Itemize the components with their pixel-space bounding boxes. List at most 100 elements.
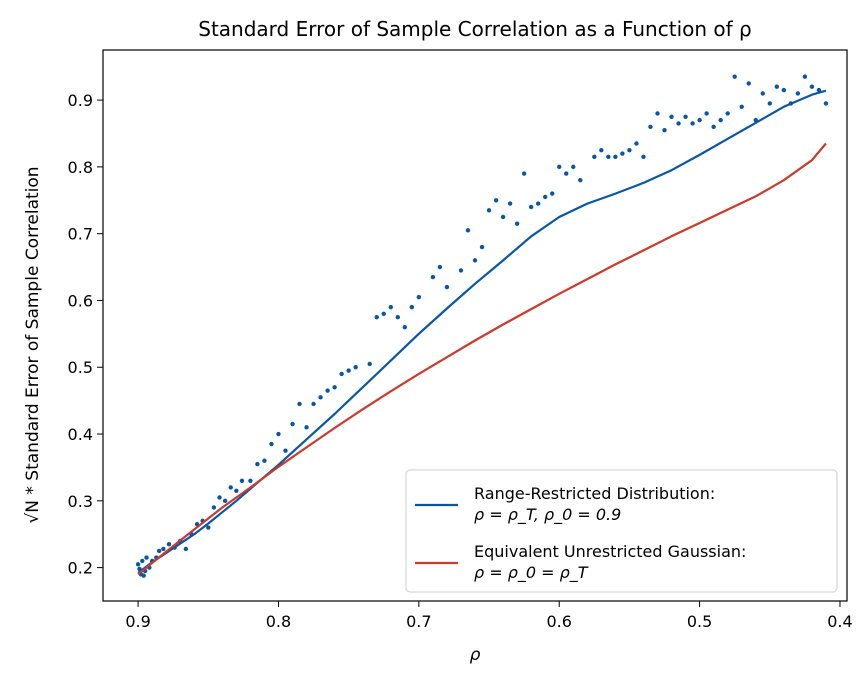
y-tick-label: 0.5 xyxy=(68,358,93,377)
scatter-point xyxy=(318,395,323,400)
x-tick-label: 0.6 xyxy=(546,612,571,631)
y-tick-label: 0.2 xyxy=(68,559,93,578)
scatter-point xyxy=(141,573,146,578)
scatter-point xyxy=(228,485,233,490)
scatter-point xyxy=(311,401,316,407)
scatter-point xyxy=(402,324,408,330)
scatter-point xyxy=(781,87,787,93)
x-axis: 0.9 0.8 0.7 0.6 0.5 0.4 xyxy=(125,601,853,631)
scatter-point xyxy=(718,117,723,123)
scatter-point xyxy=(248,478,253,483)
scatter-point xyxy=(437,264,443,270)
series-line-range-restricted xyxy=(137,89,827,574)
scatter-point xyxy=(353,365,358,370)
x-tick-label: 0.9 xyxy=(125,612,150,631)
scatter-point xyxy=(725,111,730,116)
legend-formula: ρ = ρ_T, ρ_0 = 0.9 xyxy=(474,505,621,525)
scatter-point xyxy=(599,147,604,153)
scatter-point xyxy=(290,421,295,427)
scatter-point xyxy=(465,228,471,233)
scatter-point xyxy=(571,164,576,170)
scatter-point xyxy=(472,258,478,263)
scatter-point xyxy=(416,294,422,300)
scatter-point xyxy=(346,368,351,373)
scatter-point xyxy=(332,385,337,390)
scatter-point xyxy=(234,488,239,493)
scatter-point xyxy=(578,178,583,183)
scatter-point xyxy=(774,84,780,89)
scatter-point xyxy=(500,214,506,220)
x-tick-label: 0.4 xyxy=(827,612,852,631)
plot-frame xyxy=(102,49,848,602)
scatter-point xyxy=(339,371,344,377)
scatter-point xyxy=(217,495,222,500)
scatter-point xyxy=(704,111,709,116)
scatter-point xyxy=(613,154,618,160)
scatter-point xyxy=(564,171,569,176)
scatter-point xyxy=(325,388,330,393)
scatter-point xyxy=(304,425,309,430)
scatter-point xyxy=(479,244,485,250)
scatter-point xyxy=(746,81,751,86)
scatter-point xyxy=(206,525,211,530)
scatter-point xyxy=(211,505,217,510)
scatter-point xyxy=(620,151,625,156)
y-tick-label: 0.8 xyxy=(68,158,93,177)
scatter-point xyxy=(535,201,541,206)
scatter-point xyxy=(809,84,815,89)
scatter-point xyxy=(669,114,674,119)
scatter-point xyxy=(144,555,149,560)
scatter-point xyxy=(634,141,639,146)
scatter-point xyxy=(739,104,744,109)
scatter-point xyxy=(409,304,415,310)
x-tick-label: 0.7 xyxy=(406,612,431,631)
scatter-point xyxy=(381,311,386,317)
scatter-point xyxy=(276,431,281,437)
scatter-point xyxy=(161,546,166,552)
y-axis-label: √N * Standard Error of Sample Correlatio… xyxy=(23,166,43,523)
scatter-point xyxy=(542,194,548,200)
scatter-point xyxy=(557,164,562,170)
scatter-point xyxy=(297,401,302,407)
scatter-point xyxy=(767,101,772,106)
scatter-point xyxy=(823,101,829,106)
y-tick-label: 0.9 xyxy=(68,91,93,110)
scatter-point xyxy=(683,114,688,119)
scatter-point xyxy=(648,124,653,130)
scatter-point xyxy=(156,548,162,554)
scatter-point xyxy=(521,171,527,176)
scatter-point xyxy=(655,111,660,116)
scatter-point xyxy=(816,87,822,93)
legend-formula: ρ = ρ_0 = ρ_T xyxy=(474,563,589,583)
scatter-point xyxy=(514,221,520,226)
scatter-point xyxy=(711,124,716,130)
scatter-point xyxy=(374,314,379,320)
scatter-point xyxy=(222,498,228,504)
scatter-point xyxy=(592,154,597,160)
chart-title: Standard Error of Sample Correlation as … xyxy=(198,17,751,41)
scatter-point xyxy=(760,91,765,96)
scatter-point xyxy=(283,448,288,453)
scatter-point xyxy=(690,121,695,126)
scatter-point xyxy=(732,74,737,79)
scatter-point xyxy=(269,441,274,447)
scatter-point xyxy=(697,117,702,123)
scatter-point xyxy=(388,304,393,310)
scatter-point xyxy=(507,201,513,206)
scatter-point xyxy=(795,91,801,96)
x-axis-label: ρ xyxy=(470,645,481,665)
legend-label: Equivalent Unrestricted Gaussian: xyxy=(474,542,746,561)
scatter-point xyxy=(430,274,436,280)
scatter-point xyxy=(641,154,646,160)
scatter-point xyxy=(395,314,400,320)
scatter-point xyxy=(444,284,450,290)
scatter-point xyxy=(262,458,267,463)
scatter-point xyxy=(183,546,189,552)
scatter-point xyxy=(166,542,172,547)
y-tick-label: 0.3 xyxy=(68,492,93,511)
y-tick-label: 0.4 xyxy=(68,425,93,444)
scatter-point xyxy=(486,208,492,213)
scatter-point xyxy=(135,562,141,567)
series-layer xyxy=(135,74,829,578)
